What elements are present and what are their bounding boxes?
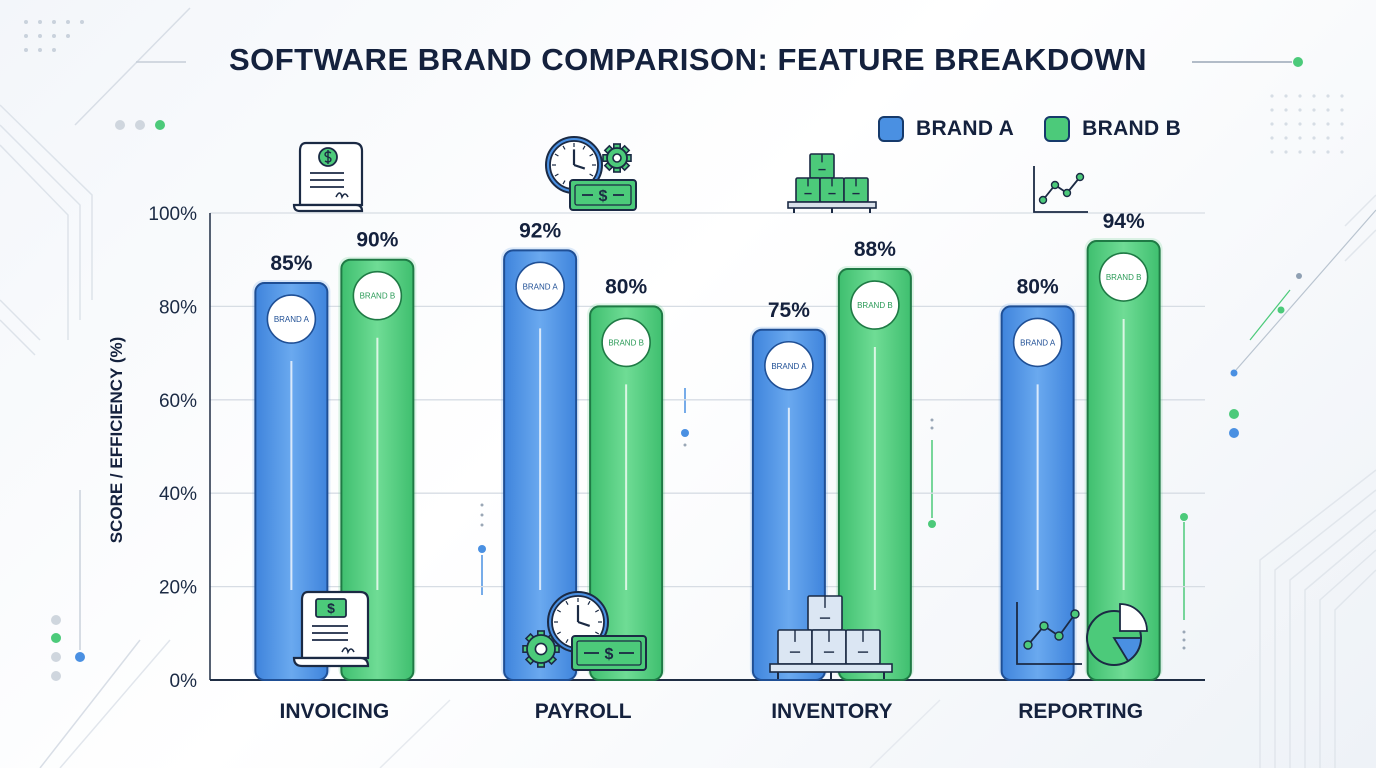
- legend-swatch-brand-a: [878, 116, 904, 142]
- x-tick-label: INVOICING: [280, 700, 390, 723]
- bar-badge: [266, 294, 317, 344]
- boxes-pallet-icon: [769, 595, 893, 679]
- y-tick-label: 80%: [159, 297, 197, 318]
- bar-badge-label: BRAND B: [608, 338, 644, 347]
- bar-badge: [515, 261, 565, 312]
- bar-badge-label: BRAND B: [1106, 273, 1142, 282]
- bar-badge: [1012, 317, 1063, 368]
- pie-chart-icon: [1086, 603, 1148, 666]
- legend-swatch-brand-b: [1044, 116, 1071, 142]
- bar-badge-label: BRAND B: [360, 292, 396, 301]
- bar-badge: [850, 280, 900, 330]
- y-tick-label: 40%: [159, 484, 197, 505]
- data-label: 85%: [270, 252, 312, 275]
- bar-badge: [764, 340, 814, 391]
- bar-badge-label: BRAND A: [771, 362, 807, 371]
- legend-label-brand-a: BRAND A: [916, 117, 1015, 140]
- clock-money-icon: $: [522, 591, 647, 671]
- data-label: 80%: [605, 275, 647, 298]
- line-graph-icon: [1016, 602, 1082, 665]
- bar-badge-label: BRAND B: [857, 301, 893, 310]
- bar-badge-label: BRAND A: [1020, 338, 1056, 347]
- x-tick-label: REPORTING: [1018, 700, 1143, 723]
- y-tick-label: 0%: [170, 671, 198, 692]
- bar-badge-label: BRAND A: [274, 315, 310, 324]
- chart-title: SOFTWARE BRAND COMPARISON: FEATURE BREAK…: [228, 42, 1148, 77]
- bar-badge: [352, 270, 403, 321]
- x-tick-label: INVENTORY: [771, 700, 892, 723]
- data-label: 75%: [768, 299, 810, 322]
- svg-text:$: $: [605, 646, 614, 663]
- bar-badge-label: BRAND A: [523, 282, 559, 291]
- data-label: 90%: [356, 229, 398, 252]
- legend-item-brand-b: BRAND B: [1044, 116, 1181, 142]
- bar-badge: [601, 317, 651, 368]
- y-tick-label: 100%: [148, 204, 197, 225]
- boxes-pallet-icon: [787, 153, 877, 213]
- invoice-icon: [292, 141, 364, 213]
- y-axis-title: SCORE / EFFICIENCY (%): [107, 337, 126, 544]
- x-tick-label: PAYROLL: [535, 700, 632, 723]
- data-label: 88%: [854, 238, 896, 261]
- y-tick-label: 20%: [159, 578, 197, 599]
- bar-badge: [1098, 252, 1149, 302]
- clock-money-icon: $: [545, 136, 637, 211]
- invoice-icon: $: [292, 590, 370, 668]
- data-label: 94%: [1103, 210, 1145, 233]
- data-label: 80%: [1017, 275, 1059, 298]
- legend-item-brand-a: BRAND A: [878, 116, 1014, 142]
- line-graph-icon: [1033, 166, 1088, 213]
- svg-text:$: $: [599, 188, 608, 205]
- legend: BRAND A BRAND B: [878, 116, 1211, 142]
- data-label: 92%: [519, 219, 561, 242]
- legend-label-brand-b: BRAND B: [1082, 117, 1182, 140]
- y-tick-label: 60%: [159, 391, 197, 412]
- svg-text:$: $: [327, 600, 335, 616]
